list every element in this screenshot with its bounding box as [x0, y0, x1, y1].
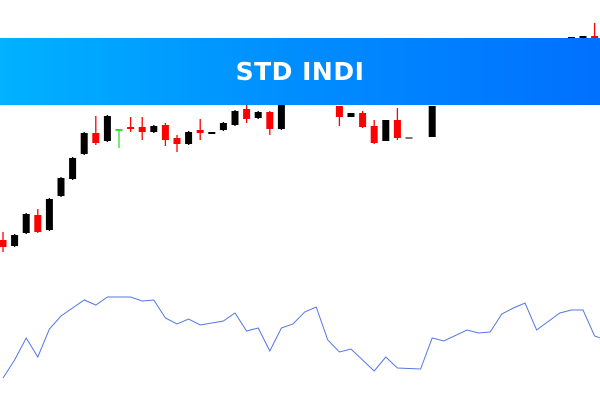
candle-body: [173, 138, 181, 144]
candle-body: [335, 106, 343, 117]
candle-body: [579, 36, 587, 38]
candle-body: [45, 199, 53, 230]
indicator-line: [2, 296, 600, 379]
candle-body: [243, 109, 251, 119]
candle-body: [428, 106, 436, 137]
candle-body: [22, 214, 30, 233]
candle-body: [103, 116, 111, 141]
candle-body: [57, 178, 65, 196]
candle-body: [115, 129, 123, 131]
candle-body: [254, 112, 262, 118]
banner-title: STD INDI: [235, 57, 365, 86]
candle-body: [127, 127, 135, 129]
candle-body: [382, 120, 390, 141]
candle-body: [347, 113, 355, 117]
candle-body: [11, 235, 19, 246]
candle-body: [219, 123, 227, 130]
candle-body: [208, 132, 216, 134]
candle-body: [80, 133, 88, 154]
candle-body: [370, 126, 378, 143]
candle-body: [196, 130, 204, 133]
candle-body: [69, 158, 77, 179]
candle-body: [0, 240, 7, 247]
candle-body: [92, 133, 100, 143]
candle-body: [393, 120, 401, 138]
candle-body: [231, 111, 239, 125]
candle-body: [266, 112, 274, 129]
candle-body: [34, 215, 42, 232]
candle-body: [405, 137, 413, 139]
candle-body: [150, 126, 158, 132]
candle-body: [185, 132, 193, 144]
candle-body: [277, 105, 285, 129]
candle-body: [359, 113, 367, 127]
candle-body: [138, 127, 146, 132]
title-banner: STD INDI: [0, 38, 600, 105]
candle-body: [161, 125, 169, 140]
